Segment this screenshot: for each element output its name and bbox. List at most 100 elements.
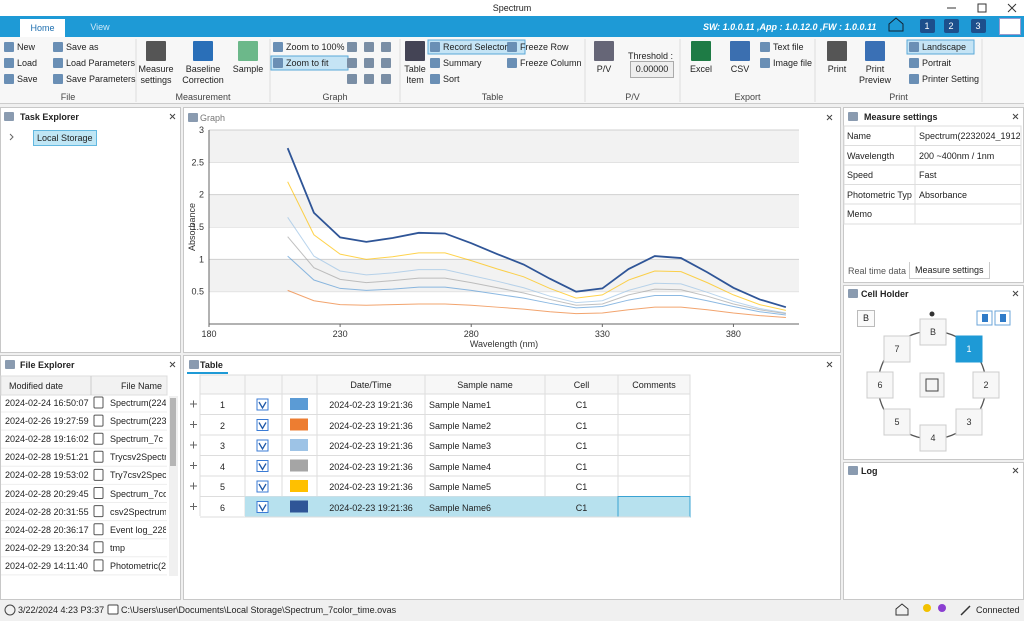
file-name[interactable]: tmp bbox=[110, 542, 126, 553]
ribbon-button[interactable]: Zoom to fit bbox=[286, 58, 329, 68]
ribbon-button[interactable]: Save bbox=[17, 74, 38, 84]
ribbon-button[interactable]: Record Selector bbox=[443, 42, 508, 52]
table-cell: C1 bbox=[575, 441, 588, 451]
home-status-icon bbox=[895, 603, 909, 616]
ribbon-button[interactable]: Load Parameters bbox=[66, 58, 136, 68]
tab-home[interactable]: Home bbox=[20, 19, 65, 37]
checkbox bbox=[256, 398, 269, 411]
file-date[interactable]: 2024-02-29 14:11:40 bbox=[5, 560, 88, 571]
file-date[interactable]: 2024-02-28 20:36:17 bbox=[5, 524, 89, 535]
ribbon-button[interactable]: Sample bbox=[232, 64, 264, 74]
file-name[interactable]: Event log_228 bbox=[110, 524, 166, 535]
ribbon-button[interactable]: Load bbox=[17, 58, 38, 68]
badge-label: 2 bbox=[948, 21, 953, 31]
icon bbox=[430, 42, 440, 52]
checkmark bbox=[258, 422, 267, 430]
ribbon-button[interactable]: Excel bbox=[689, 64, 712, 74]
cell-slot bbox=[972, 371, 1000, 399]
dropdown[interactable] bbox=[999, 18, 1021, 35]
cell-slot bbox=[955, 408, 983, 436]
tree-item[interactable]: Local Storage bbox=[33, 130, 97, 146]
file-date[interactable]: 2024-02-29 13:20:34 bbox=[5, 542, 89, 553]
icon bbox=[53, 42, 63, 52]
row-number: 5 bbox=[219, 482, 225, 492]
series-line bbox=[287, 217, 786, 314]
ribbon-highlight bbox=[906, 39, 975, 55]
panel-tab[interactable]: Measure settings bbox=[909, 262, 990, 279]
y-tick-label: 2 bbox=[199, 190, 204, 200]
ribbon-button[interactable]: Print bbox=[827, 64, 847, 74]
file-name[interactable]: Spectrum_7co bbox=[110, 488, 166, 499]
ribbon-button[interactable]: Summary bbox=[443, 58, 482, 68]
icon bbox=[93, 559, 104, 572]
file-date[interactable]: 2024-02-28 20:31:55 bbox=[5, 506, 89, 517]
ribbon-button[interactable]: P/V bbox=[596, 64, 612, 74]
row-number: 3 bbox=[219, 441, 225, 451]
color-swatch bbox=[290, 480, 308, 492]
file-name[interactable]: Spectrum(224 bbox=[110, 398, 166, 408]
log-panel bbox=[843, 462, 1024, 600]
file-date[interactable]: 2024-02-28 19:53:02 bbox=[5, 470, 89, 481]
ribbon-button[interactable]: Print Preview bbox=[858, 64, 891, 85]
ribbon-group-label: File bbox=[60, 92, 76, 102]
ribbon-button[interactable]: Zoom to 100% bbox=[286, 42, 345, 52]
ribbon-button[interactable]: Printer Setting bbox=[922, 74, 980, 84]
file-header-bg bbox=[0, 375, 168, 396]
panel-title: Log bbox=[861, 466, 878, 476]
checkbox bbox=[256, 480, 269, 493]
color-swatch bbox=[290, 500, 308, 513]
file-name[interactable]: Spectrum(223 bbox=[110, 416, 166, 427]
close-icon bbox=[826, 361, 833, 368]
ribbon-button[interactable]: Table Item bbox=[404, 64, 426, 85]
icon bbox=[347, 74, 357, 84]
threshold-input[interactable]: 0.00000 bbox=[630, 61, 674, 78]
status-time: 3/22/2024 4:23 P3:37 bbox=[18, 605, 105, 615]
connection-status: Connected bbox=[976, 605, 1020, 615]
series-line bbox=[287, 181, 786, 311]
cell-label: B bbox=[930, 327, 936, 337]
ribbon-button[interactable]: Save Parameters bbox=[66, 74, 136, 84]
file-name[interactable]: csv2Spectrum bbox=[110, 506, 166, 517]
ribbon-button[interactable]: Measure settings bbox=[138, 64, 174, 85]
ribbon-button[interactable]: Sort bbox=[443, 74, 460, 84]
ribbon-button[interactable]: Freeze Row bbox=[520, 42, 569, 52]
file-date[interactable]: 2024-02-24 16:50:07 bbox=[5, 398, 89, 408]
panel-title: Measure settings bbox=[864, 112, 938, 122]
icon bbox=[93, 432, 104, 445]
icon bbox=[193, 41, 213, 61]
ribbon-button[interactable]: Image file bbox=[773, 58, 813, 68]
tab-view[interactable]: View bbox=[90, 22, 110, 32]
setting-value: Spectrum(2232024_19120 bbox=[919, 131, 1020, 141]
file-name[interactable]: Spectrum_7c bbox=[110, 434, 164, 445]
ribbon-button[interactable]: Portrait bbox=[922, 58, 952, 68]
file-name[interactable]: Trycsv2Spectr bbox=[110, 452, 166, 463]
file-date[interactable]: 2024-02-28 19:51:21 bbox=[5, 452, 89, 463]
icon bbox=[848, 466, 858, 475]
column-header: File Name bbox=[121, 381, 163, 391]
ribbon-button[interactable]: Freeze Column bbox=[520, 58, 582, 68]
file-date[interactable]: 2024-02-28 19:16:02 bbox=[5, 434, 89, 445]
ribbon-button[interactable]: Save as bbox=[66, 42, 99, 52]
panel-tab[interactable]: Real time data bbox=[848, 266, 907, 276]
file-date[interactable]: 2024-02-28 20:29:45 bbox=[5, 488, 89, 499]
icon bbox=[381, 74, 391, 84]
icon bbox=[507, 42, 517, 52]
ribbon-button[interactable]: New bbox=[17, 42, 36, 52]
clock-icon bbox=[4, 604, 16, 616]
ribbon-button[interactable]: Landscape bbox=[922, 42, 967, 52]
panel-title: Graph bbox=[200, 113, 226, 123]
file-name[interactable]: Try7csv2Spec bbox=[110, 470, 166, 481]
cell-label: 2 bbox=[983, 380, 988, 390]
icon bbox=[364, 42, 374, 52]
icon bbox=[93, 541, 104, 554]
cell-slot bbox=[919, 318, 947, 346]
ribbon-button[interactable]: Baseline Correction bbox=[182, 64, 224, 85]
file-date[interactable]: 2024-02-26 19:27:59 bbox=[5, 416, 89, 427]
file-name[interactable]: Photometric(2 bbox=[110, 560, 166, 571]
ribbon-button[interactable]: Text file bbox=[773, 42, 804, 52]
row-number: 6 bbox=[219, 502, 225, 513]
icon bbox=[691, 41, 711, 61]
ribbon-button[interactable]: CSV bbox=[730, 64, 750, 74]
holder-button[interactable]: B bbox=[857, 310, 875, 327]
